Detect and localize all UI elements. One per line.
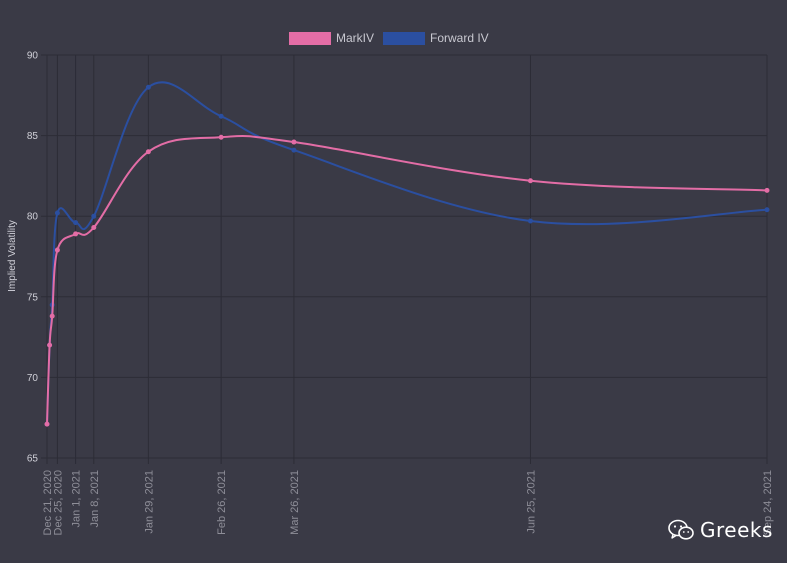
- data-point-forward-iv[interactable]: [145, 84, 151, 90]
- data-point-markiv[interactable]: [218, 134, 224, 140]
- chart-legend[interactable]: MarkIV Forward IV: [289, 31, 489, 45]
- data-point-markiv[interactable]: [145, 149, 151, 155]
- watermark-text: Greeks: [700, 518, 773, 542]
- data-point-markiv[interactable]: [764, 187, 770, 193]
- legend-swatch-markiv[interactable]: [289, 32, 331, 45]
- data-point-forward-iv[interactable]: [73, 220, 79, 226]
- x-tick-label: Feb 26, 2021: [216, 470, 228, 535]
- x-tick-label: Jan 29, 2021: [143, 470, 155, 534]
- data-point-forward-iv[interactable]: [218, 113, 224, 119]
- wechat-icon: [668, 519, 694, 540]
- x-tick-label: Sep 24, 2021: [762, 470, 774, 535]
- data-point-forward-iv[interactable]: [764, 207, 770, 213]
- x-tick-label: Dec 21, 2020: [42, 470, 54, 535]
- data-point-markiv[interactable]: [527, 178, 533, 184]
- x-tick-label: Jan 1, 2021: [71, 470, 83, 528]
- legend-swatch-forward-iv[interactable]: [383, 32, 425, 45]
- data-point-forward-iv[interactable]: [54, 210, 60, 216]
- legend-label-markiv[interactable]: MarkIV: [336, 31, 374, 45]
- y-tick-label: 65: [27, 454, 39, 465]
- x-tick-label: Jan 8, 2021: [89, 470, 101, 528]
- x-tick-label: Jun 25, 2021: [525, 470, 537, 534]
- data-point-markiv[interactable]: [91, 224, 97, 230]
- y-tick-label: 90: [27, 51, 39, 62]
- x-tick-label: Mar 26, 2021: [289, 470, 301, 535]
- data-point-forward-iv[interactable]: [527, 218, 533, 224]
- data-point-markiv[interactable]: [44, 421, 50, 427]
- data-point-markiv[interactable]: [54, 247, 60, 253]
- data-point-markiv[interactable]: [47, 342, 53, 348]
- series-line-markiv: [46, 134, 768, 425]
- chart-grid: [41, 54, 768, 464]
- y-tick-label: 70: [27, 373, 39, 384]
- y-tick-label: 85: [27, 131, 39, 142]
- x-tick-label: Dec 25, 2020: [52, 470, 64, 535]
- data-point-forward-iv[interactable]: [91, 213, 97, 219]
- series-line-forward-iv: [46, 81, 768, 425]
- data-point-forward-iv[interactable]: [291, 147, 297, 153]
- watermark: Greeks: [668, 516, 773, 544]
- chart-series: [44, 81, 770, 427]
- data-point-markiv[interactable]: [73, 231, 79, 237]
- data-point-markiv[interactable]: [49, 313, 55, 319]
- y-tick-label: 75: [27, 292, 39, 303]
- y-axis-label: Implied Volatility: [7, 220, 18, 292]
- legend-label-forward-iv[interactable]: Forward IV: [430, 31, 489, 45]
- y-tick-label: 80: [27, 212, 39, 223]
- data-point-markiv[interactable]: [291, 139, 297, 145]
